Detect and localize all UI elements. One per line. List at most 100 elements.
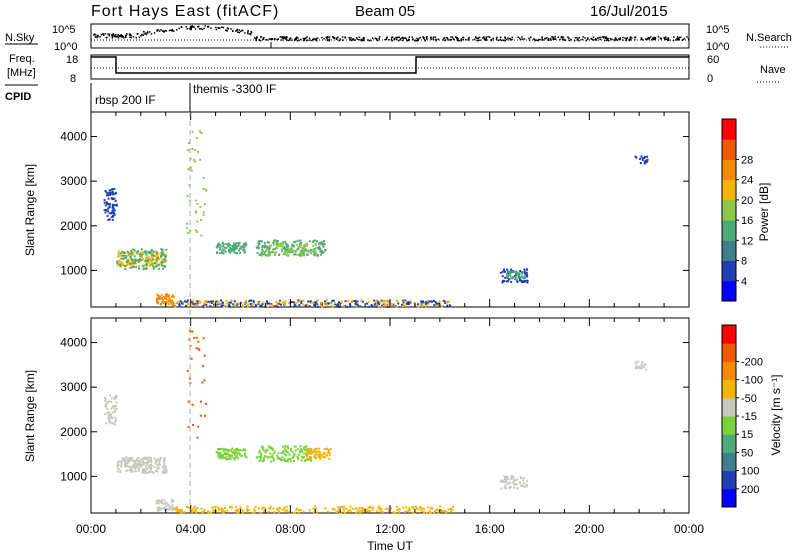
velocity-cell [166,508,168,510]
velocity-cell [218,452,220,455]
power-cell [191,301,194,304]
nsky-point [500,39,502,42]
velocity-cell [195,347,198,350]
power-cell [229,247,232,249]
power-cell [113,187,116,190]
velocity-cell [220,455,222,458]
power-cell [501,270,504,273]
velocity-cell [233,458,236,461]
cpid-label: CPID [5,91,31,103]
power-cell [294,305,297,308]
velocity-cell [106,407,109,410]
velocity-cell [176,508,178,511]
power-cell [321,243,324,246]
power-cell [296,253,299,256]
nsky-point [312,38,314,41]
velocity-cell [221,511,224,514]
velocity-cell [159,457,162,460]
nsky-point [672,39,675,42]
nsky-point [242,29,244,32]
power-cell [275,301,278,303]
nsky-point [288,39,290,42]
power-cell [516,279,519,282]
power-cell [442,299,445,302]
power-cell [186,222,188,225]
nsky-point [146,32,149,34]
velocity-cell [251,511,254,514]
nsky-point [576,36,578,39]
nsky-point [668,39,670,41]
power-cell [137,260,140,263]
velocity-cell [235,505,238,508]
power-cell [428,300,431,303]
power-cell [116,263,119,266]
nsky-point [533,38,535,40]
nsky-point [476,39,479,42]
nsky-point [303,37,306,40]
velocity-cell [370,506,373,509]
power-cell [156,257,159,259]
nsky-point [416,39,419,41]
power-cell [155,251,158,254]
power-y-tick-label: 4000 [60,130,87,144]
nsky-point [308,39,310,42]
velocity-cell [143,457,146,460]
velocity-cell [294,449,297,452]
velocity-cell [405,506,408,509]
power-cell [129,266,132,269]
power-cell [233,248,235,251]
nsky-point [561,38,564,40]
velocity-cell [513,486,515,489]
power-cell [129,261,132,264]
velocity-cell [238,510,241,513]
velocity-cell [272,507,275,510]
power-cell [169,299,172,302]
power-cell [277,244,280,247]
velocity-cell [317,450,319,453]
nsky-point [94,36,96,38]
velocity-cell [132,463,135,466]
power-cell [279,242,282,245]
nsky-point [111,35,114,38]
power-cell [292,244,295,247]
nsky-point [602,37,605,39]
velocity-cell [163,458,166,461]
power-cell [147,258,150,261]
velocity-cell [223,452,226,455]
velocity-cell [436,508,439,511]
velocity-cell [367,506,370,509]
power-cell [526,268,529,271]
power-cell [508,271,511,274]
power-cell [225,299,228,302]
power-cell [220,304,223,307]
velocity-cell [222,449,225,452]
nsky-point [395,36,397,39]
power-cell [298,245,301,248]
nsky-point [475,36,477,39]
power-cell [334,302,337,304]
power-cell [111,210,114,212]
nsky-point [614,39,616,42]
velocity-cell [319,458,322,460]
power-cell [113,209,116,212]
velocity-cell [315,453,318,456]
nsky-point [631,37,633,39]
nsky-point [189,25,192,28]
power-cell [374,303,376,306]
nsky-point [295,38,298,40]
power-cell [314,254,317,257]
power-cell [510,280,513,283]
nsky-point [614,37,617,39]
velocity-cell [207,511,210,514]
velocity-cell [193,510,195,513]
power-cell [331,299,334,302]
velocity-cell [108,400,111,403]
nsky-tick-top: 10^5 [52,24,76,36]
nsky-point [430,38,433,40]
power-cell [150,254,153,257]
velocity-cell [107,413,110,416]
nsky-point [591,38,593,41]
power-cell [266,246,269,249]
nsky-point [647,37,649,39]
nsky-point [625,38,628,40]
